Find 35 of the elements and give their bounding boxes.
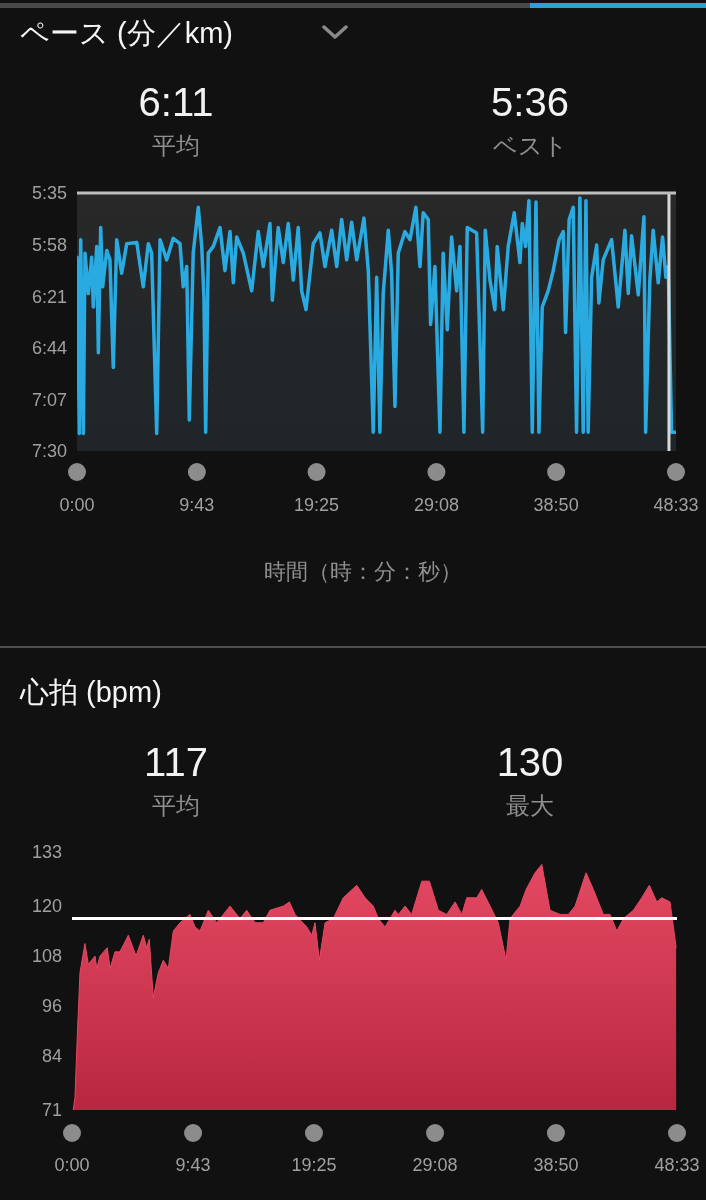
x-tick-label: 19:25: [294, 495, 340, 515]
y-tick-label: 133: [31, 842, 62, 863]
chart-title: 心拍 (bpm): [20, 676, 162, 708]
y-tick-label: 71: [41, 1100, 62, 1121]
y-tick-label: 7:30: [31, 441, 67, 462]
text: 130: [496, 740, 564, 784]
x-tick-label: 29:08: [413, 495, 459, 515]
text: 平均: [152, 792, 200, 819]
chart-title: ペース (分／km): [20, 17, 234, 49]
text: 117: [144, 740, 208, 784]
text: 平均: [152, 132, 200, 159]
text: 最大: [506, 792, 554, 819]
x-tick-label: 38:50: [533, 495, 579, 515]
y-tick-label: 5:35: [31, 183, 67, 204]
x-tick-label: 0:00: [59, 495, 95, 515]
x-tick-label: 9:43: [179, 495, 215, 515]
x-tick-label: 9:43: [175, 1155, 211, 1175]
x-axis-title: 時間（時：分：秒）: [264, 559, 462, 584]
y-tick-label: 84: [41, 1046, 62, 1067]
x-tick-label: 0:00: [54, 1155, 90, 1175]
text: 6:11: [138, 80, 214, 124]
y-tick-label: 120: [31, 896, 62, 917]
y-tick-label: 96: [41, 996, 62, 1017]
y-tick-label: 6:44: [31, 338, 67, 359]
x-tick-label: 48:33: [654, 1155, 700, 1175]
text: 5:36: [491, 80, 569, 124]
x-tick-label: 19:25: [291, 1155, 337, 1175]
x-tick-label: 48:33: [653, 495, 699, 515]
y-tick-label: 6:21: [31, 286, 67, 307]
x-tick-label: 29:08: [412, 1155, 458, 1175]
y-tick-label: 5:58: [31, 235, 67, 255]
text: ベスト: [492, 132, 568, 159]
y-tick-label: 108: [31, 946, 62, 967]
x-tick-label: 38:50: [533, 1155, 579, 1175]
y-tick-label: 7:07: [31, 389, 67, 410]
